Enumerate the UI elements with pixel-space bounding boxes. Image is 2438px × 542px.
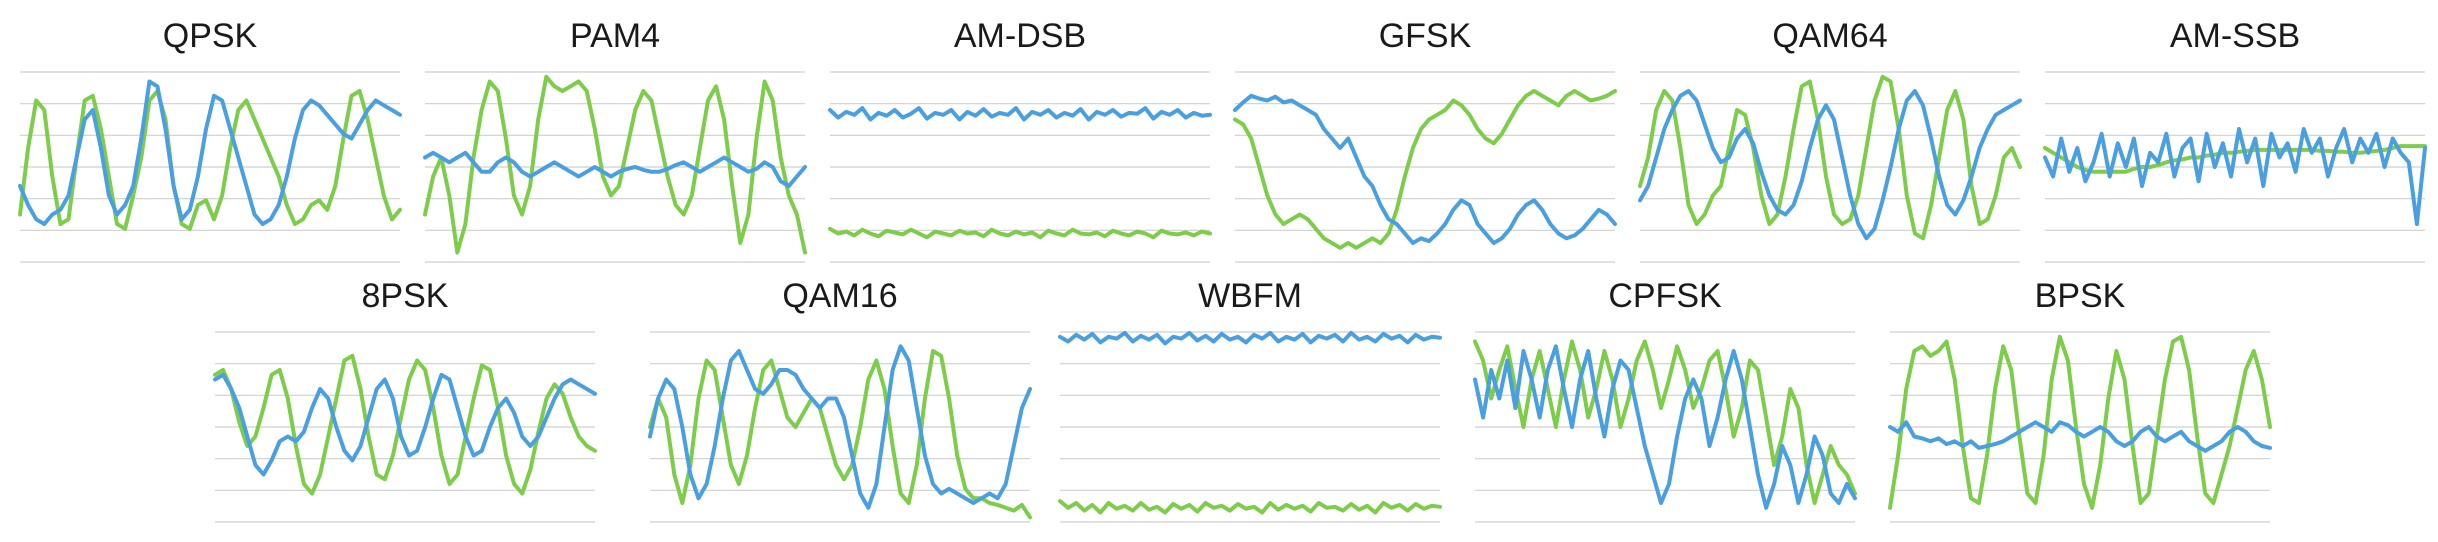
series-line-blue bbox=[1888, 420, 2272, 453]
series-line-green bbox=[1473, 339, 1857, 505]
chart-title: BPSK bbox=[2034, 277, 2126, 315]
series-line-blue bbox=[1233, 93, 1617, 245]
series-line-blue bbox=[1473, 344, 1857, 510]
chart-plot-area bbox=[18, 71, 402, 263]
series-line-green bbox=[1888, 334, 2272, 510]
chart-title: GFSK bbox=[1378, 17, 1472, 55]
chart-title: WBFM bbox=[1198, 277, 1302, 315]
chart-plot-area bbox=[1888, 331, 2272, 523]
chart-title: AM-SSB bbox=[2169, 17, 2301, 55]
chart-plot-area bbox=[423, 71, 807, 263]
series-line-blue bbox=[213, 372, 597, 477]
chart-panel: QPSK bbox=[18, 12, 402, 282]
series-line-green bbox=[423, 74, 807, 255]
chart-panel: AM-SSB bbox=[2043, 12, 2427, 282]
chart-panel: GFSK bbox=[1233, 12, 1617, 282]
series-line-green bbox=[828, 226, 1212, 240]
chart-plot-area bbox=[1473, 331, 1857, 523]
chart-panel: CPFSK bbox=[1473, 272, 1857, 542]
chart-plot-area bbox=[1058, 330, 1442, 523]
chart-title: QAM64 bbox=[1772, 17, 1888, 55]
series-line-green bbox=[213, 353, 597, 496]
series-line-blue bbox=[1058, 330, 1442, 346]
chart-panel: WBFM bbox=[1058, 272, 1442, 542]
chart-panel: PAM4 bbox=[423, 12, 807, 282]
series-line-blue bbox=[828, 106, 1212, 122]
chart-plot-area bbox=[213, 331, 597, 523]
series-line-green bbox=[1233, 89, 1617, 250]
chart-title: AM-DSB bbox=[953, 17, 1087, 55]
series-line-blue bbox=[18, 79, 402, 226]
chart-title: PAM4 bbox=[569, 17, 661, 55]
chart-panel: QAM64 bbox=[1638, 12, 2022, 282]
series-line-blue bbox=[423, 150, 807, 188]
series-line-blue bbox=[1638, 89, 2022, 241]
chart-plot-area bbox=[1638, 71, 2022, 263]
chart-panel: 8PSK bbox=[213, 272, 597, 542]
chart-plot-area bbox=[1233, 71, 1617, 263]
series-line-green bbox=[648, 349, 1032, 520]
series-line-green bbox=[18, 89, 402, 231]
series-line-blue bbox=[2043, 127, 2427, 226]
chart-panel: QAM16 bbox=[648, 272, 1032, 542]
chart-title: CPFSK bbox=[1608, 277, 1722, 315]
series-line-blue bbox=[648, 344, 1032, 510]
series-line-green bbox=[1058, 499, 1442, 515]
chart-panel: AM-DSB bbox=[828, 12, 1212, 282]
chart-plot-area bbox=[648, 331, 1032, 523]
series-line-green bbox=[1638, 74, 2022, 241]
chart-title: QAM16 bbox=[782, 277, 898, 315]
chart-plot-area bbox=[2043, 71, 2427, 263]
chart-title: 8PSK bbox=[361, 277, 449, 315]
chart-panel: BPSK bbox=[1888, 272, 2272, 542]
chart-plot-area bbox=[828, 71, 1212, 263]
chart-title: QPSK bbox=[162, 17, 258, 55]
